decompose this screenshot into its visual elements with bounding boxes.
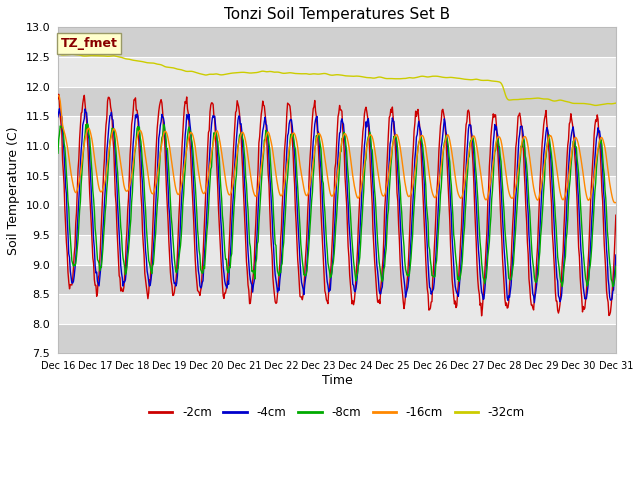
Title: Tonzi Soil Temperatures Set B: Tonzi Soil Temperatures Set B	[224, 7, 450, 22]
Bar	[58, 86, 616, 116]
Legend: -2cm, -4cm, -8cm, -16cm, -32cm: -2cm, -4cm, -8cm, -16cm, -32cm	[144, 402, 530, 424]
Y-axis label: Soil Temperature (C): Soil Temperature (C)	[7, 126, 20, 254]
Bar	[58, 146, 616, 176]
Bar	[58, 235, 616, 264]
Bar	[58, 294, 616, 324]
Bar	[58, 27, 616, 57]
Bar	[58, 176, 616, 205]
Text: TZ_fmet: TZ_fmet	[61, 37, 118, 50]
Bar	[58, 205, 616, 235]
X-axis label: Time: Time	[321, 374, 352, 387]
Bar	[58, 264, 616, 294]
Bar	[58, 324, 616, 353]
Bar	[58, 57, 616, 86]
Bar	[58, 116, 616, 146]
